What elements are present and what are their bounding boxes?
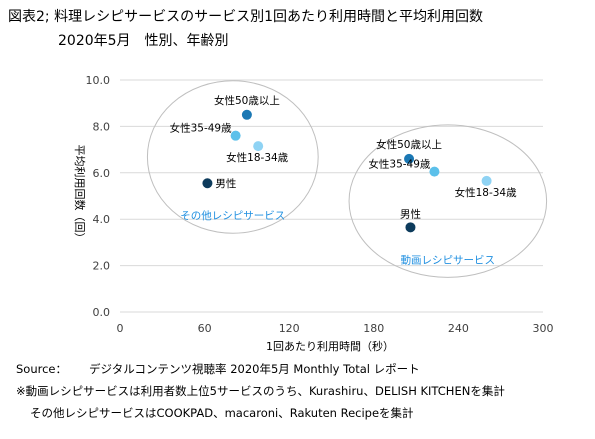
data-label: 女性35-49歳	[170, 122, 233, 135]
y-axis-label: 平均利用回数（回）	[73, 145, 86, 244]
data-point	[230, 130, 241, 141]
data-label: 女性50歳以上	[214, 94, 280, 107]
x-tick-label: 300	[533, 322, 554, 335]
x-tick-label: 120	[279, 322, 300, 335]
note-other-services: その他レシピサービスはCOOKPAD、macaroni、Rakuten Reci…	[30, 406, 414, 420]
chart-subtitle: 2020年5月 性別、年齢別	[58, 33, 229, 49]
y-tick-label: 4.0	[93, 213, 111, 226]
data-points	[202, 109, 492, 233]
y-axis-ticks: 0.0 2.0 4.0 6.0 8.0 10.0	[86, 74, 111, 319]
x-tick-label: 60	[198, 322, 212, 335]
data-point	[405, 222, 416, 233]
grid-lines	[120, 79, 543, 313]
data-point	[404, 153, 415, 164]
group-ellipses	[146, 80, 548, 278]
x-tick-label: 0	[117, 322, 124, 335]
y-tick-label: 0.0	[93, 306, 111, 319]
data-point	[429, 166, 440, 177]
y-tick-label: 2.0	[93, 260, 111, 273]
data-point	[253, 141, 264, 152]
data-point	[202, 178, 213, 189]
group-label: 動画レシピサービス	[401, 253, 496, 266]
data-label: 女性35-49歳	[368, 158, 431, 171]
x-axis-label: 1回あたり利用時間（秒）	[266, 339, 394, 353]
source-line: Source： デジタルコンテンツ視聴率 2020年5月 Monthly Tota…	[16, 361, 420, 377]
data-label: 女性18-34歳	[455, 186, 518, 199]
chart-title: 図表2; 料理レシピサービスのサービス別1回あたり利用時間と平均利用回数	[8, 9, 483, 25]
group-label: その他レシピサービス	[180, 209, 285, 222]
scatter-chart: 0.0 2.0 4.0 6.0 8.0 10.0 0 60 120 180 240 300 女性50…	[73, 74, 554, 353]
source-text: デジタルコンテンツ視聴率 2020年5月 Monthly Total レポート	[89, 362, 420, 376]
data-point	[241, 109, 252, 120]
x-axis-ticks: 0 60 120 180 240 300	[117, 322, 554, 335]
data-label: 女性18-34歳	[226, 151, 289, 164]
data-label: 女性50歳以上	[376, 138, 442, 151]
source-label: Source：	[16, 362, 67, 376]
y-tick-label: 10.0	[86, 74, 111, 87]
data-label: 男性	[400, 207, 421, 220]
data-labels: 女性50歳以上女性35-49歳女性18-34歳男性女性50歳以上女性35-49歳…	[170, 94, 518, 221]
group-ellipse	[146, 80, 319, 234]
data-point	[481, 175, 492, 186]
x-tick-label: 240	[448, 322, 469, 335]
y-tick-label: 6.0	[93, 167, 111, 180]
data-label: 男性	[215, 177, 236, 190]
note-video-services: ※動画レシピサービスは利用者数上位5サービスのうち、Kurashiru、DELI…	[16, 384, 505, 398]
y-tick-label: 8.0	[93, 120, 111, 133]
x-tick-label: 180	[363, 322, 384, 335]
group-ellipse	[348, 124, 548, 278]
